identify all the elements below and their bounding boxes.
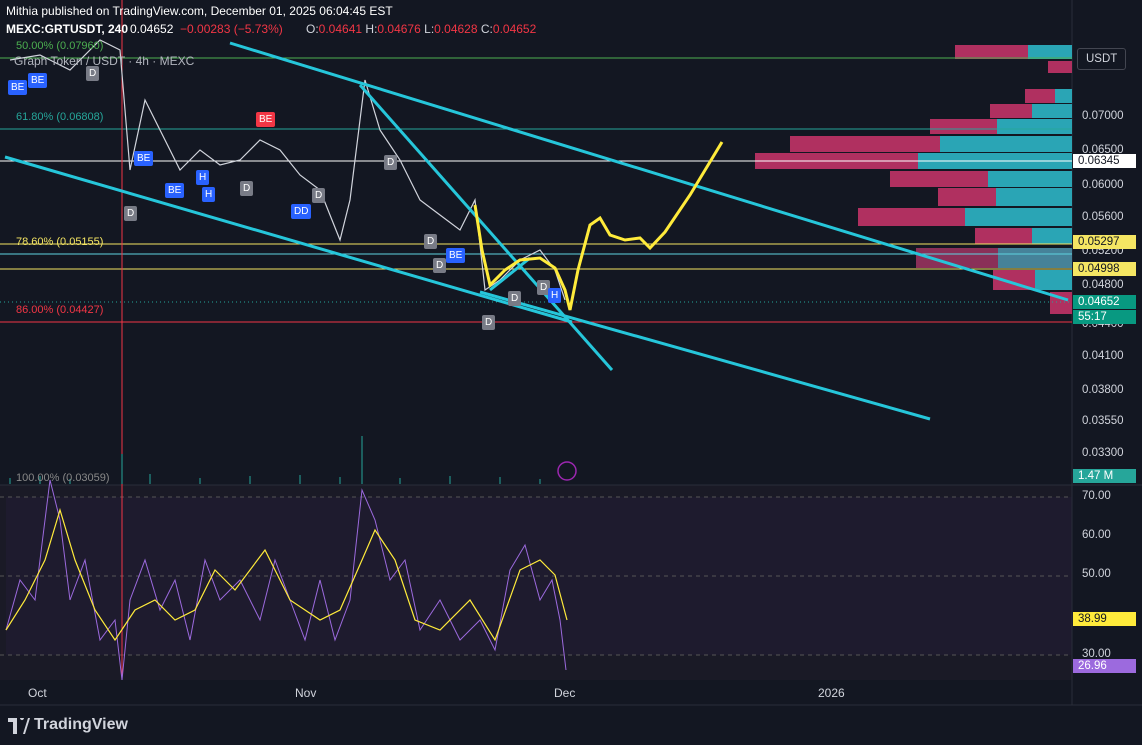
marker: D [424,234,438,249]
time-tick: Nov [295,686,317,700]
drawn-path [473,141,724,311]
marker: H [548,288,562,303]
fib-label: 78.60% (0.05155) [16,236,104,248]
marker: D [482,315,496,330]
marker: D [508,291,522,306]
price-tag: 0.04652 [1073,295,1136,309]
price-tick: 0.04800 [1082,279,1124,291]
time-tick: 2026 [818,686,845,700]
time-tick: Dec [554,686,576,700]
rsi-tick: 30.00 [1082,648,1111,660]
price-tick: 0.07000 [1082,110,1124,122]
marker: D [240,181,254,196]
ohlc: O:0.04641 H:0.04676 L:0.04628 C:0.04652 [306,22,537,36]
rsi-tick: 50.00 [1082,568,1111,580]
marker: D [124,206,138,221]
marker: BE [165,183,185,198]
price-tick: 0.06500 [1082,144,1124,156]
marker: BE [256,112,276,127]
unit-button[interactable]: USDT [1077,48,1127,70]
publisher: Mithia published on TradingView.com, Dec… [6,4,393,18]
rsi-tag: 26.96 [1073,659,1136,673]
marker: BE [8,80,28,95]
fib-label: 50.00% (0.07960) [16,40,104,52]
rsi-tick: 60.00 [1082,529,1111,541]
price-tag: 0.06345 [1073,154,1136,168]
fib-label: 86.00% (0.04427) [16,304,104,316]
rsi-tag: 38.99 [1073,612,1136,626]
price-tick: 0.06000 [1082,179,1124,191]
fib-label: 100.00% (0.03059) [16,472,110,484]
price-tag: 0.04998 [1073,262,1136,276]
rsi-levels [0,496,1072,656]
countdown: 55:17 [1073,310,1136,324]
legend: Graph Token / USDT · 4h · MEXC [14,54,195,68]
rsi-line [5,479,567,681]
trendlines [4,41,1069,421]
price-tick: 0.04100 [1082,350,1124,362]
rsi-tick: 70.00 [1082,490,1111,502]
price-tick: 0.03800 [1082,384,1124,396]
footer-brand: TradingView [34,716,128,733]
volume-profile [755,45,1072,314]
marker: D [537,280,551,295]
marker: D [312,188,326,203]
marker: D [86,66,100,81]
marker: D [433,258,447,273]
price-tick: 0.03550 [1082,415,1124,427]
marker: BE [28,73,48,88]
marker: BE [446,248,466,263]
marker: BE [134,151,154,166]
marker: D [384,155,398,170]
marker: H [196,170,210,185]
price-tick: 0.03300 [1082,447,1124,459]
logo-icon [8,718,30,734]
marker: H [202,187,216,202]
price-tick: 0.05600 [1082,211,1124,223]
marker: DD [291,204,312,219]
symbol: MEXC:GRTUSDT, 240 [6,22,129,36]
rsi-ma [5,507,568,642]
volume-tag: 1.47 M [1073,469,1136,483]
event-icon [557,461,577,481]
price-tag: 0.05297 [1073,235,1136,249]
time-tick: Oct [28,686,47,700]
volume-bars [9,436,541,484]
change: −0.00283 (−5.73%) [180,22,283,36]
price: 0.04652 [130,22,174,36]
fib-label: 61.80% (0.06808) [16,111,104,123]
